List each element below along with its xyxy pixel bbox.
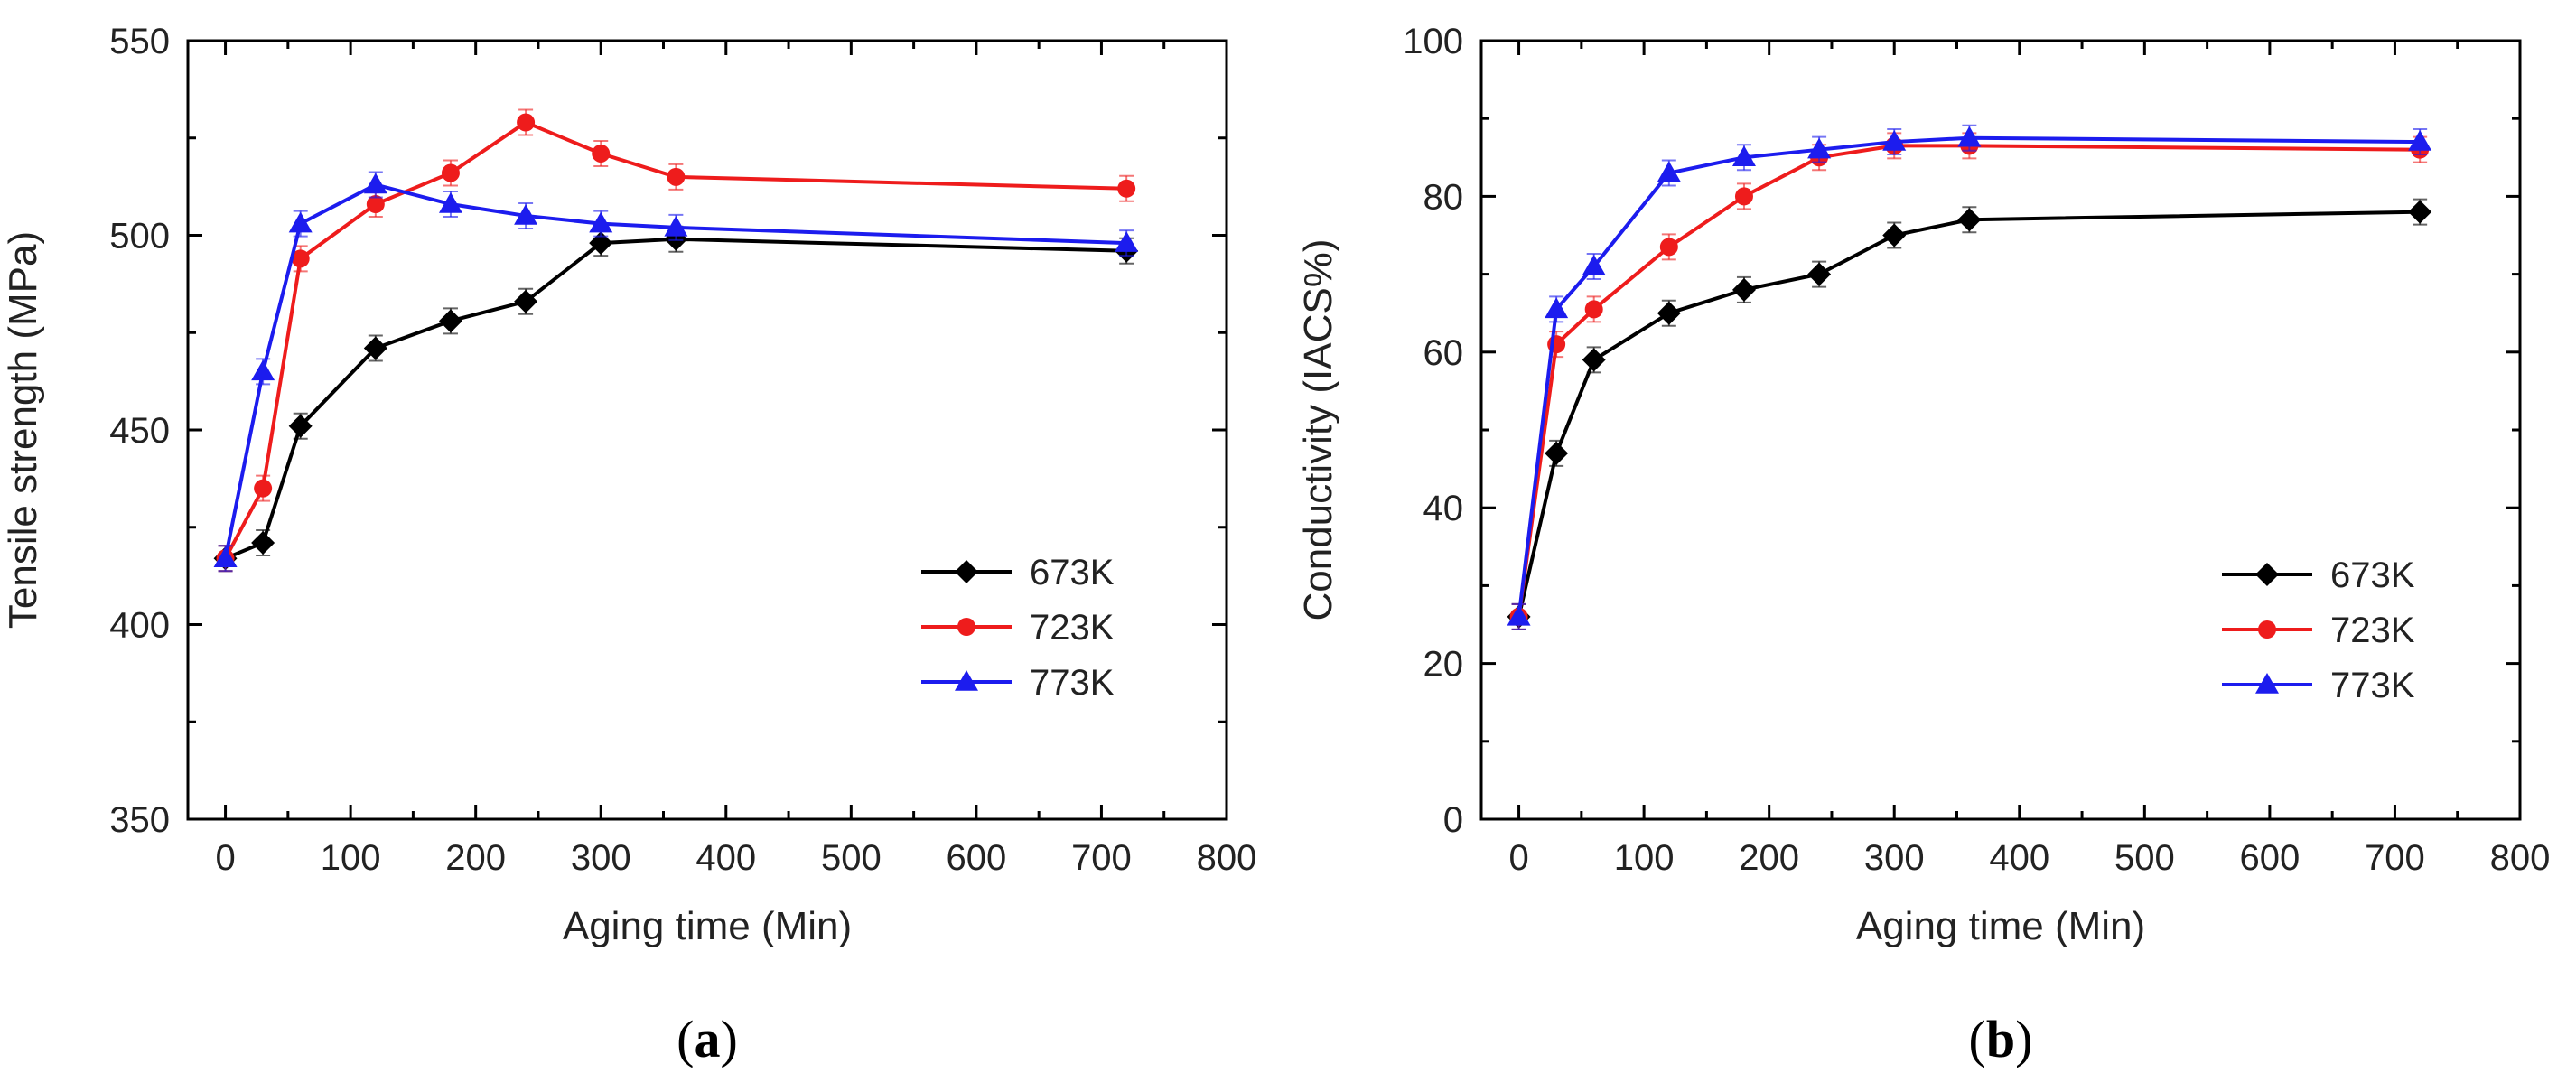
x-tick-label: 400 — [1989, 838, 2049, 878]
x-tick-label: 300 — [1864, 838, 1925, 878]
data-point-773K — [1807, 137, 1832, 159]
data-point-673K — [288, 414, 313, 438]
legend-marker-673K — [955, 560, 978, 583]
data-point-673K — [589, 231, 613, 256]
data-point-773K — [514, 203, 538, 225]
x-tick-label: 100 — [1614, 838, 1675, 878]
x-tick-label: 400 — [695, 838, 756, 878]
data-point-773K — [438, 192, 462, 213]
data-point-673K — [514, 289, 538, 313]
y-axis-label: Tensile strength (MPa) — [1, 231, 45, 629]
data-point-673K — [1582, 348, 1606, 372]
x-tick-label: 700 — [1071, 838, 1132, 878]
panel-label: (b) — [1969, 1010, 2033, 1068]
y-tick-label: 20 — [1423, 645, 1464, 685]
y-tick-label: 80 — [1423, 177, 1464, 217]
x-axis-label: Aging time (Min) — [563, 904, 852, 948]
legend-label-673K: 673K — [1030, 553, 1115, 592]
series-line-673K — [1517, 210, 2421, 618]
legend-marker-773K — [955, 670, 978, 691]
legend-marker-723K — [2258, 620, 2276, 639]
data-point-723K — [291, 249, 310, 268]
data-point-773K — [213, 546, 238, 567]
x-tick-label: 0 — [1508, 838, 1528, 878]
legend-marker-773K — [2255, 673, 2279, 694]
x-tick-label: 800 — [2490, 838, 2551, 878]
y-tick-label: 500 — [109, 217, 170, 257]
x-tick-label: 200 — [445, 838, 506, 878]
data-point-773K — [1731, 145, 1756, 167]
y-tick-label: 40 — [1423, 489, 1464, 528]
data-point-773K — [1957, 126, 1982, 147]
series-line-673K — [224, 237, 1127, 561]
legend-marker-673K — [2255, 563, 2279, 586]
data-point-773K — [1882, 130, 1907, 151]
data-point-673K — [1545, 441, 1569, 465]
data-point-723K — [667, 167, 686, 186]
data-point-673K — [438, 309, 462, 333]
data-point-673K — [251, 530, 275, 555]
chart-panel-a: 0 100 200 300 400 500 600 700 800 350 400 450 500 550… — [1, 22, 1256, 1068]
x-tick-label: 600 — [2240, 838, 2301, 878]
data-point-723K — [592, 144, 611, 163]
data-point-673K — [1807, 262, 1832, 286]
legend-label-723K: 723K — [1030, 608, 1115, 648]
x-tick-label: 100 — [321, 838, 381, 878]
x-tick-label: 300 — [571, 838, 631, 878]
data-point-773K — [1582, 254, 1606, 275]
y-tick-label: 350 — [109, 800, 170, 840]
data-point-773K — [664, 215, 688, 237]
legend-label-773K: 773K — [1030, 663, 1115, 703]
data-point-773K — [1115, 231, 1139, 252]
y-tick-label: 0 — [1443, 800, 1463, 840]
y-tick-label: 400 — [109, 606, 170, 646]
legend-label-723K: 723K — [2330, 611, 2415, 650]
data-point-723K — [254, 479, 273, 498]
data-point-723K — [1734, 187, 1753, 206]
data-point-773K — [2408, 130, 2432, 151]
data-point-773K — [1657, 161, 1681, 182]
x-axis-label: Aging time (Min) — [1856, 904, 2145, 948]
x-tick-label: 800 — [1197, 838, 1257, 878]
data-point-773K — [251, 359, 275, 381]
data-point-773K — [288, 211, 313, 233]
x-tick-label: 500 — [2114, 838, 2175, 878]
x-tick-label: 0 — [215, 838, 235, 878]
legend-marker-723K — [957, 618, 975, 636]
y-tick-label: 60 — [1423, 333, 1464, 373]
data-point-673K — [1731, 277, 1756, 302]
data-point-673K — [1882, 223, 1907, 247]
data-point-723K — [1584, 300, 1603, 319]
data-point-773K — [363, 173, 387, 194]
x-tick-label: 700 — [2365, 838, 2425, 878]
y-tick-label: 450 — [109, 411, 170, 451]
data-point-773K — [1545, 297, 1569, 319]
y-tick-label: 550 — [109, 22, 170, 61]
data-point-773K — [1507, 604, 1531, 626]
chart-panel-b: 0 100 200 300 400 500 600 700 800 0 20 40 60 80 100 Agi… — [1296, 22, 2550, 1068]
data-point-723K — [441, 163, 460, 182]
data-point-673K — [1957, 208, 1982, 232]
y-tick-label: 100 — [1403, 22, 1463, 61]
data-point-673K — [2408, 200, 2432, 224]
legend-label-773K: 773K — [2330, 666, 2415, 705]
panel-label: (a) — [677, 1010, 738, 1068]
data-point-723K — [1659, 238, 1678, 257]
data-point-673K — [1657, 301, 1681, 325]
data-point-723K — [517, 113, 536, 132]
data-point-723K — [366, 195, 385, 214]
data-point-773K — [589, 211, 613, 233]
y-axis-label: Conductivity (IACS%) — [1296, 238, 1340, 620]
data-point-723K — [1117, 179, 1136, 198]
x-tick-label: 500 — [821, 838, 882, 878]
data-point-673K — [363, 336, 387, 360]
x-tick-label: 200 — [1739, 838, 1799, 878]
x-tick-label: 600 — [947, 838, 1007, 878]
legend-label-673K: 673K — [2330, 555, 2415, 595]
